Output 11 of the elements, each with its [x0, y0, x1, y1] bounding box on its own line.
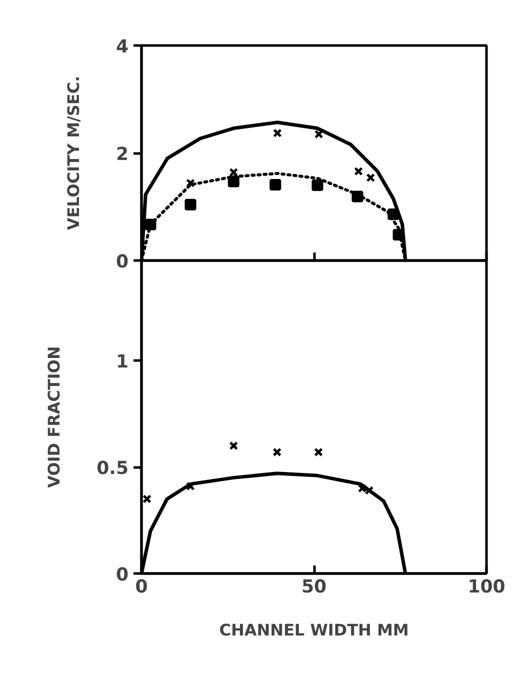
x-tick-label: 50: [301, 576, 327, 598]
x-tick-label: 0: [135, 576, 148, 598]
y-tick-label: 2: [116, 144, 129, 165]
y-tick-label: 4: [116, 36, 129, 58]
y-tick-label: 0: [116, 252, 129, 272]
y-tick-label: 1: [116, 352, 129, 373]
y-axis-title: VOID FRACTION: [44, 346, 64, 488]
y-tick-label: 0.5: [96, 458, 129, 480]
y-axis-title: VELOCITY M/SEC.: [64, 76, 83, 230]
x-tick-label: 100: [468, 576, 506, 598]
x-axis-title: CHANNEL WIDTH MM: [219, 620, 409, 640]
